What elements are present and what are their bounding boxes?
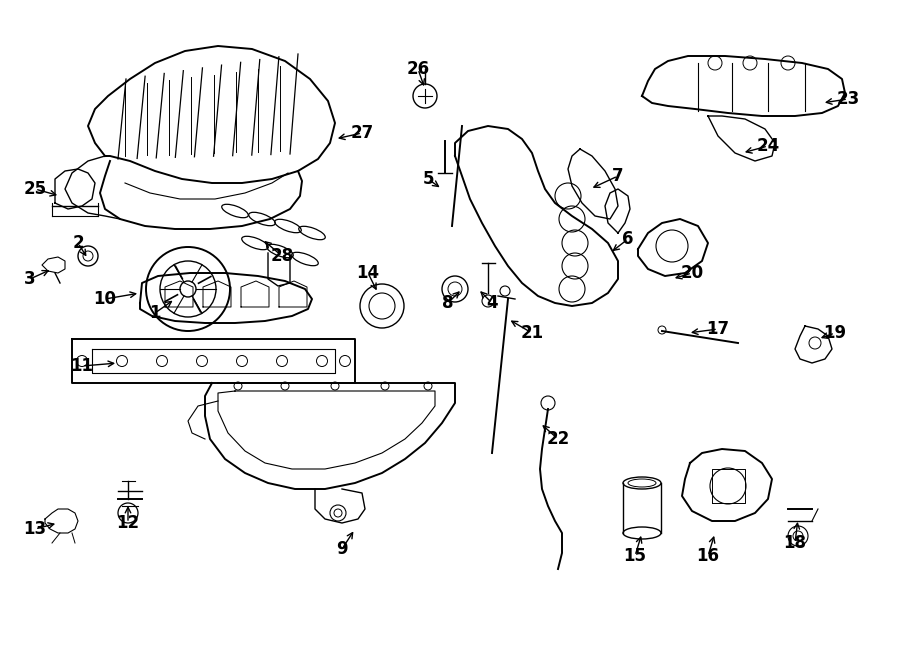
Text: 3: 3 — [24, 270, 36, 288]
Text: 19: 19 — [824, 324, 847, 342]
Text: 12: 12 — [116, 514, 140, 532]
Text: 1: 1 — [149, 304, 161, 322]
Text: 14: 14 — [356, 264, 380, 282]
Text: 10: 10 — [94, 290, 116, 308]
Text: 28: 28 — [270, 247, 293, 265]
Text: 25: 25 — [23, 180, 47, 198]
Text: 2: 2 — [72, 234, 84, 252]
Text: 15: 15 — [624, 547, 646, 565]
Text: 17: 17 — [706, 320, 730, 338]
Text: 13: 13 — [23, 520, 47, 538]
Text: 20: 20 — [680, 264, 704, 282]
Text: 7: 7 — [612, 167, 624, 185]
Text: 8: 8 — [442, 294, 454, 312]
Text: 22: 22 — [546, 430, 570, 448]
Text: 23: 23 — [836, 90, 860, 108]
Text: 21: 21 — [520, 324, 544, 342]
Text: 9: 9 — [337, 540, 347, 558]
Text: 11: 11 — [70, 357, 94, 375]
Text: 16: 16 — [697, 547, 719, 565]
Text: 26: 26 — [407, 60, 429, 78]
Text: 27: 27 — [350, 124, 374, 142]
Text: 4: 4 — [486, 294, 498, 312]
Text: 5: 5 — [422, 170, 434, 188]
Text: 6: 6 — [622, 230, 634, 248]
Text: 24: 24 — [756, 137, 779, 155]
Text: 18: 18 — [784, 534, 806, 552]
